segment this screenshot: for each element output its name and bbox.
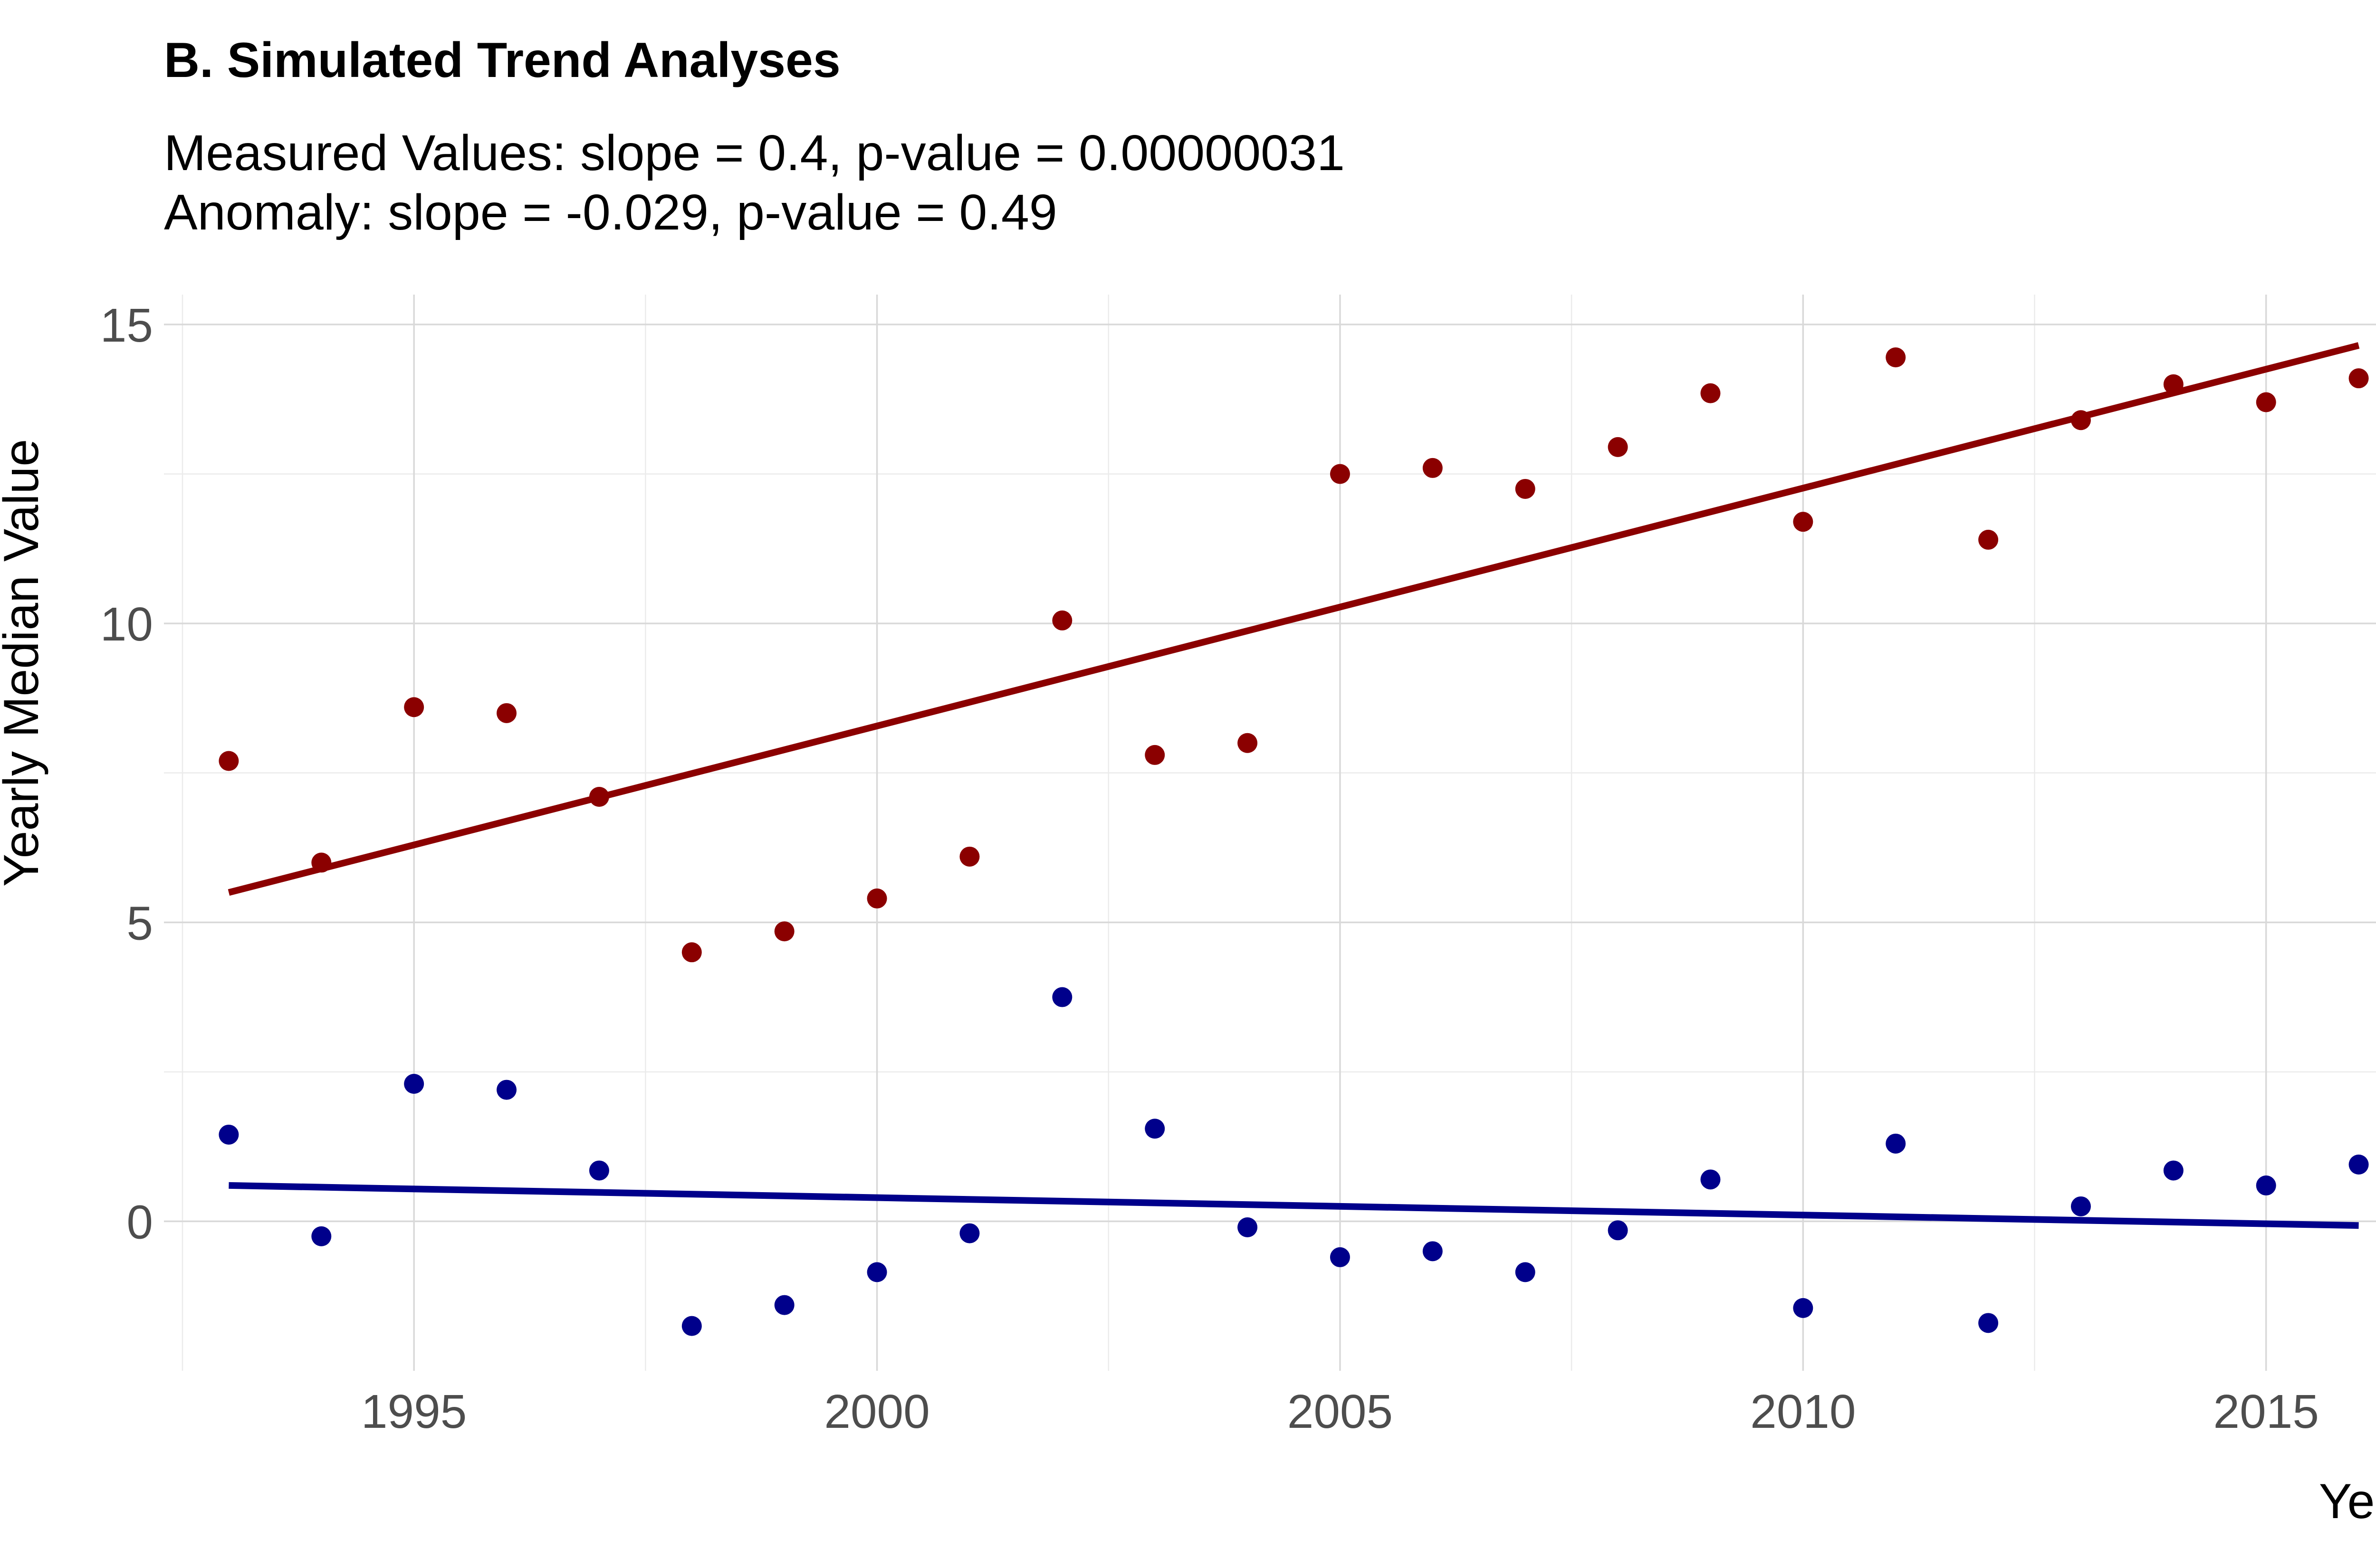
data-point bbox=[2070, 410, 2091, 430]
data-point bbox=[1422, 1241, 1443, 1262]
data-point bbox=[589, 1160, 609, 1181]
data-point bbox=[589, 787, 609, 807]
series-1 bbox=[219, 342, 2369, 963]
data-point bbox=[1052, 610, 1073, 631]
data-point bbox=[1886, 1133, 1906, 1154]
x-tick-label: 2010 bbox=[1750, 1385, 1856, 1438]
data-point bbox=[2163, 1160, 2184, 1181]
data-point bbox=[2163, 374, 2184, 394]
grid bbox=[164, 295, 2376, 1371]
data-point bbox=[2348, 368, 2369, 389]
data-point bbox=[1330, 464, 1350, 484]
y-tick-label: 5 bbox=[126, 897, 153, 950]
x-tick-label: 1995 bbox=[361, 1385, 467, 1438]
data-point bbox=[1978, 1313, 1999, 1333]
x-tick-label: 2005 bbox=[1287, 1385, 1393, 1438]
data-point bbox=[867, 1262, 887, 1282]
data-point bbox=[774, 1295, 795, 1315]
data-point bbox=[2348, 1154, 2369, 1175]
plot-series bbox=[219, 342, 2369, 1336]
data-point bbox=[2070, 1196, 2091, 1216]
y-tick-label: 0 bbox=[126, 1195, 153, 1249]
data-point bbox=[1978, 529, 1999, 550]
y-tick-label: 10 bbox=[100, 598, 153, 651]
data-point bbox=[1700, 383, 1721, 403]
data-point bbox=[867, 888, 887, 908]
chart-title: B. Simulated Trend Analyses bbox=[164, 33, 841, 88]
data-point bbox=[1515, 1262, 1535, 1282]
data-point bbox=[1237, 1217, 1258, 1237]
data-point bbox=[681, 942, 702, 963]
data-point bbox=[1330, 1247, 1350, 1267]
data-point bbox=[311, 852, 332, 873]
data-point bbox=[219, 1124, 239, 1145]
data-point bbox=[1608, 437, 1628, 457]
data-point bbox=[2256, 392, 2276, 412]
x-tick-label: 2000 bbox=[824, 1385, 929, 1438]
data-point bbox=[1886, 347, 1906, 368]
data-point bbox=[1700, 1169, 1721, 1190]
x-axis-label: Year bbox=[2319, 1474, 2376, 1529]
data-point bbox=[1608, 1220, 1628, 1241]
data-point bbox=[681, 1316, 702, 1336]
data-point bbox=[2256, 1175, 2276, 1195]
data-point bbox=[311, 1226, 332, 1246]
chart-subtitle-line-1: Measured Values: slope = 0.4, p-value = … bbox=[164, 125, 1345, 181]
trend-line bbox=[228, 342, 2360, 896]
data-point bbox=[497, 703, 517, 723]
data-point bbox=[1793, 1298, 1813, 1318]
data-point bbox=[497, 1080, 517, 1100]
data-point bbox=[1793, 512, 1813, 532]
series-2 bbox=[219, 987, 2369, 1336]
data-point bbox=[404, 1074, 424, 1094]
y-tick-label: 15 bbox=[100, 299, 153, 352]
data-point bbox=[1052, 987, 1073, 1007]
tick-labels: 1995 2000 2005 2010 2015 0 5 10 15 bbox=[100, 299, 2319, 1438]
data-point bbox=[1237, 733, 1258, 753]
trend-line bbox=[229, 1182, 2359, 1229]
data-point bbox=[959, 846, 980, 867]
data-point bbox=[1515, 478, 1535, 499]
x-tick-label: 2015 bbox=[2213, 1385, 2319, 1438]
data-point bbox=[219, 751, 239, 771]
data-point bbox=[404, 697, 424, 717]
data-point bbox=[959, 1223, 980, 1243]
data-point bbox=[1422, 458, 1443, 478]
chart-subtitle-line-2: Anomaly: slope = -0.029, p-value = 0.49 bbox=[164, 184, 1057, 240]
data-point bbox=[1145, 745, 1165, 765]
data-point bbox=[774, 921, 795, 942]
data-point bbox=[1145, 1119, 1165, 1139]
y-axis-label: Yearly Median Value bbox=[0, 439, 49, 887]
